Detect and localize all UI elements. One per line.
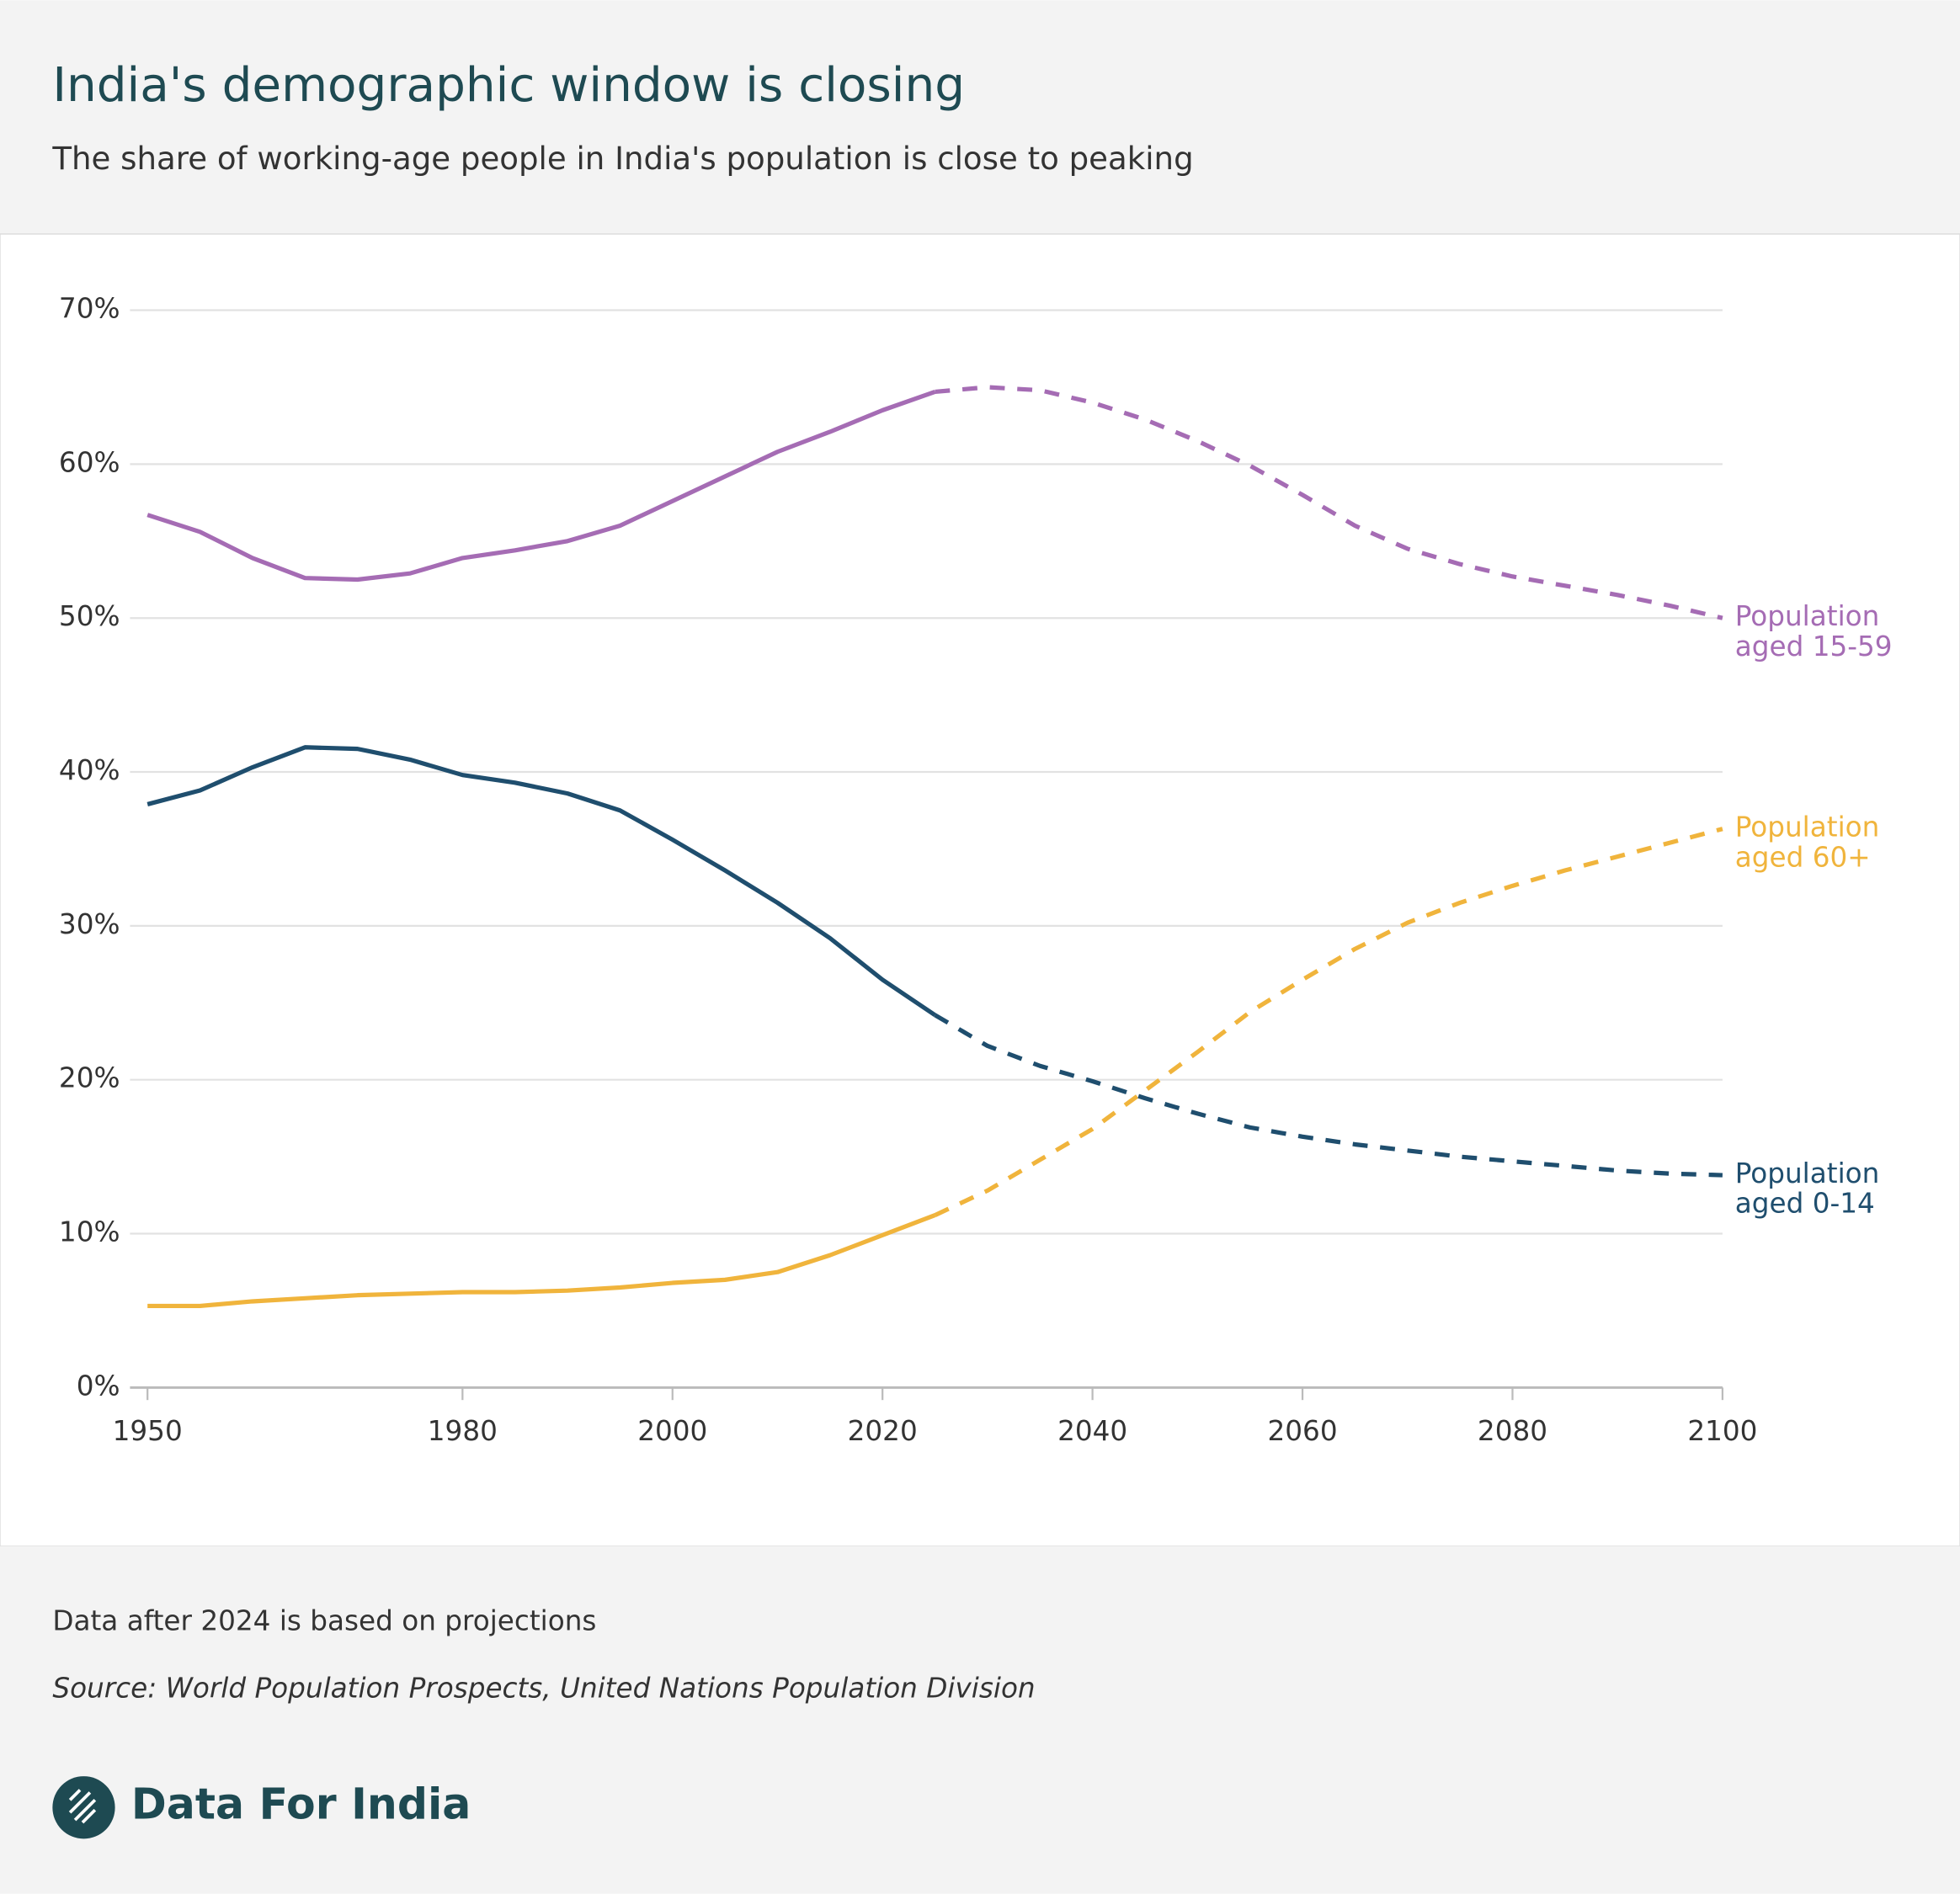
y-tick-label: 30% (59, 908, 120, 940)
series-label: Population aged 15-59 (1735, 600, 1893, 662)
footer-bg (0, 1546, 1960, 1894)
line-actual (147, 1213, 936, 1309)
line-actual (146, 389, 936, 583)
series-label: Population aged 60+ (1735, 811, 1880, 874)
y-tick-label: 70% (59, 293, 120, 325)
y-tick-label: 20% (59, 1062, 120, 1094)
line-actual (146, 745, 937, 1018)
x-tick-label: 1980 (428, 1415, 498, 1447)
logo-hatch (68, 1789, 97, 1824)
line-projected (934, 827, 1723, 1217)
series-label: Population aged 0-14 (1735, 1157, 1880, 1220)
x-tick-label: 2100 (1687, 1415, 1757, 1447)
chart-subtitle: The share of working-age people in India… (51, 141, 1193, 177)
x-tick-label: 2020 (848, 1415, 918, 1447)
y-tick-label: 10% (59, 1216, 120, 1248)
line-projected (935, 385, 1723, 620)
note: Data after 2024 is based on projections (52, 1604, 596, 1636)
source: Source: World Population Prospects, Unit… (52, 1673, 1035, 1705)
x-tick-label: 1950 (113, 1415, 183, 1447)
y-tick-label: 60% (59, 446, 120, 478)
chart-title: India's demographic window is closing (52, 58, 965, 113)
x-tick-label: 2080 (1478, 1415, 1547, 1447)
y-tick-label: 40% (59, 754, 120, 786)
x-tick-label: 2060 (1267, 1415, 1337, 1447)
y-tick-label: 0% (77, 1370, 120, 1402)
header-bg (0, 0, 1960, 234)
x-tick-label: 2040 (1057, 1415, 1127, 1447)
logo-circle (52, 1776, 115, 1839)
plot-bg (0, 233, 1960, 1547)
y-tick-label: 50% (59, 600, 120, 632)
line-projected (934, 1013, 1723, 1178)
logo (52, 1776, 115, 1839)
brand: Data For India (131, 1780, 471, 1829)
x-tick-label: 2000 (637, 1415, 707, 1447)
